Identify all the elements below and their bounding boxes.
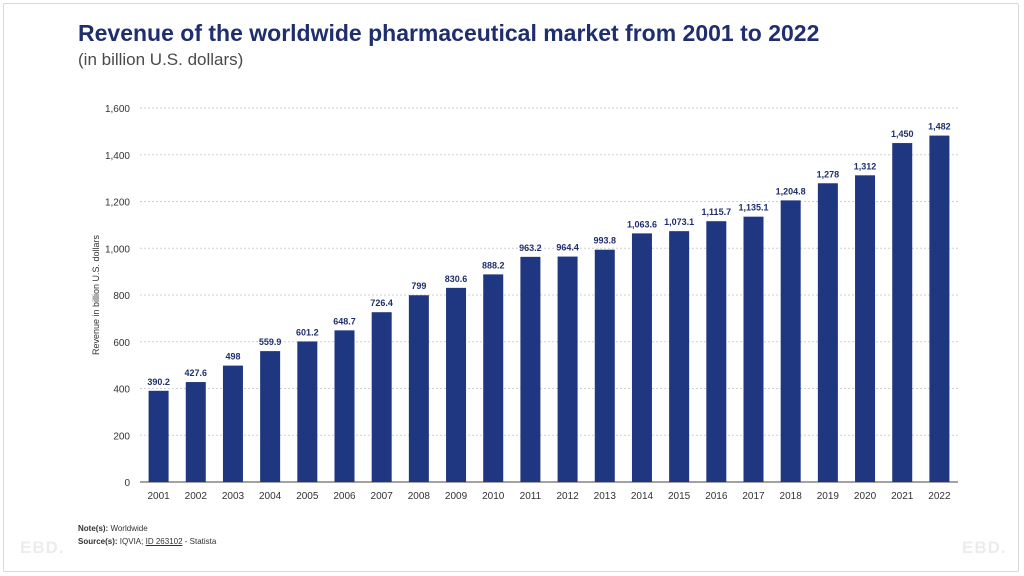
bar [817, 183, 838, 482]
bar [520, 256, 541, 482]
bar [706, 221, 727, 482]
bar [855, 175, 876, 482]
data-label: 1,278 [817, 169, 840, 179]
sources-label: Source(s): [78, 537, 118, 546]
bar [334, 330, 355, 482]
x-tick-label: 2017 [742, 491, 765, 502]
data-label: 1,204.8 [776, 186, 806, 196]
notes-line: Note(s): Worldwide [78, 524, 148, 533]
y-tick-label: 1,200 [105, 198, 130, 209]
sources-prefix: IQVIA; [119, 537, 144, 546]
bar [371, 312, 392, 482]
data-label: 799 [411, 281, 426, 291]
y-tick-label: 200 [113, 431, 130, 442]
bar-chart: 0 200 400 600 800 1,000 1,200 1,400 1,600 Revenue… [91, 104, 958, 502]
x-tick-label: 2005 [296, 491, 319, 502]
x-tick-label: 2002 [185, 491, 208, 502]
bar [297, 341, 318, 482]
x-tick-label: 2007 [371, 491, 394, 502]
bar [743, 216, 764, 482]
x-tick-label: 2021 [891, 491, 914, 502]
bar [483, 274, 504, 482]
bar [669, 231, 690, 482]
x-tick-label: 2014 [631, 491, 654, 502]
bar [185, 382, 206, 482]
x-tick-label: 2010 [482, 491, 505, 502]
data-label: 830.6 [445, 274, 468, 284]
slide-frame [3, 3, 1019, 572]
x-tick-label: 2019 [817, 491, 840, 502]
x-tick-label: 2011 [520, 491, 542, 502]
bar [631, 233, 652, 482]
data-label: 963.2 [519, 243, 542, 253]
bar [929, 135, 950, 482]
bar [222, 365, 243, 482]
data-label: 888.2 [482, 260, 505, 270]
y-tick-label: 1,400 [105, 151, 130, 162]
x-tick-label: 2012 [556, 491, 579, 502]
data-label: 390.2 [147, 377, 170, 387]
data-label: 1,115.7 [702, 207, 732, 217]
y-tick-label: 600 [113, 338, 130, 349]
notes-text: Worldwide [110, 524, 148, 533]
watermark-left: EBD. [20, 538, 65, 557]
notes-label: Note(s): [78, 524, 109, 533]
data-label: 1,135.1 [738, 203, 768, 213]
chart-subtitle: (in billion U.S. dollars) [78, 50, 244, 69]
x-tick-label: 2013 [594, 491, 617, 502]
source-id-link[interactable]: ID 263102 [145, 537, 183, 546]
x-tick-label: 2018 [780, 491, 803, 502]
bar [557, 256, 578, 482]
chart-title: Revenue of the worldwide pharmaceutical … [78, 20, 820, 46]
x-tick-label: 2001 [147, 491, 170, 502]
bar [446, 287, 467, 482]
bar [780, 200, 801, 483]
watermark-right: EBD. [962, 538, 1007, 557]
x-tick-label: 2009 [445, 491, 468, 502]
x-tick-label: 2003 [222, 491, 245, 502]
y-tick-label: 800 [113, 291, 130, 302]
data-label: 427.6 [185, 368, 208, 378]
sources-line: Source(s): IQVIA; ID 263102 - Statista [78, 537, 216, 546]
data-label: 993.8 [594, 236, 617, 246]
data-label: 1,482 [928, 122, 951, 132]
x-tick-label: 2006 [333, 491, 356, 502]
bar [408, 295, 429, 482]
bar [260, 351, 281, 482]
data-label: 726.4 [370, 298, 393, 308]
y-tick-label: 0 [124, 478, 130, 489]
x-tick-label: 2016 [705, 491, 728, 502]
data-label: 601.2 [296, 327, 319, 337]
data-label: 964.4 [556, 243, 579, 253]
bar [148, 390, 169, 482]
x-tick-label: 2015 [668, 491, 691, 502]
y-tick-label: 1,000 [105, 244, 130, 255]
data-label: 498 [225, 352, 240, 362]
data-label: 1,073.1 [664, 217, 694, 227]
x-tick-label: 2004 [259, 491, 282, 502]
sources-suffix: - Statista [184, 537, 217, 546]
data-label: 559.9 [259, 337, 282, 347]
data-label: 1,450 [891, 129, 914, 139]
x-tick-label: 2008 [408, 491, 431, 502]
y-tick-label: 400 [113, 385, 130, 396]
data-label: 1,312 [854, 161, 877, 171]
bar [892, 143, 913, 482]
x-tick-label: 2020 [854, 491, 877, 502]
bar [594, 249, 615, 482]
data-label: 648.7 [333, 316, 356, 326]
y-tick-label: 1,600 [105, 104, 130, 115]
data-label: 1,063.6 [627, 219, 657, 229]
x-tick-label: 2022 [928, 491, 951, 502]
y-axis-label: Revenue in billion U.S. dollars [91, 234, 101, 355]
